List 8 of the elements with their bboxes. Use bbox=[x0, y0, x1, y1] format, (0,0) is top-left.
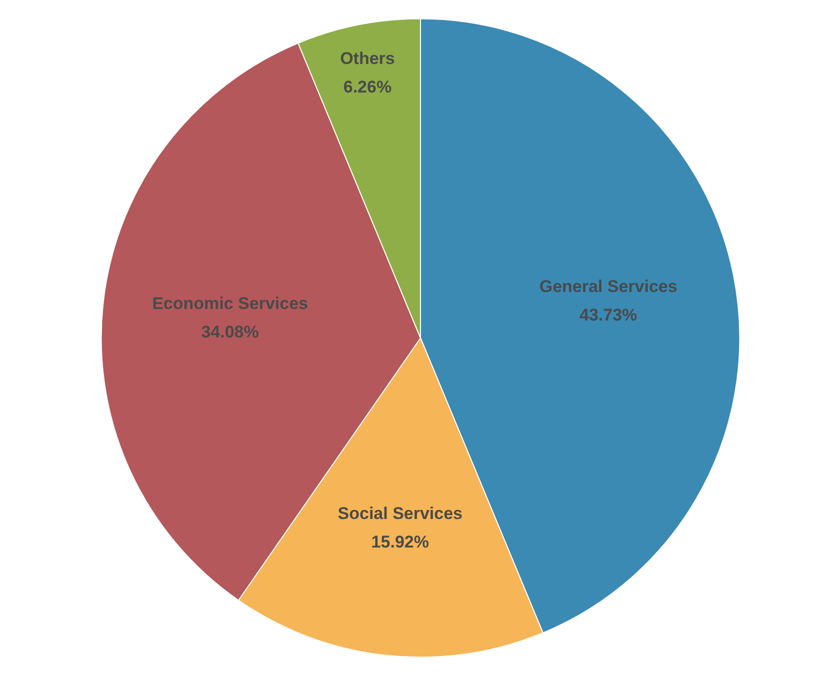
slice-label: Economic Services bbox=[152, 294, 308, 313]
data-label: 6.26% bbox=[343, 78, 392, 97]
data-label: 34.08% bbox=[201, 322, 259, 342]
data-label: 43.73% bbox=[580, 305, 638, 324]
slice-label: General Services bbox=[539, 276, 678, 296]
slice-label: Social Services bbox=[338, 504, 463, 524]
data-label: 15.92% bbox=[371, 532, 429, 552]
slice-label: Others bbox=[340, 48, 395, 68]
